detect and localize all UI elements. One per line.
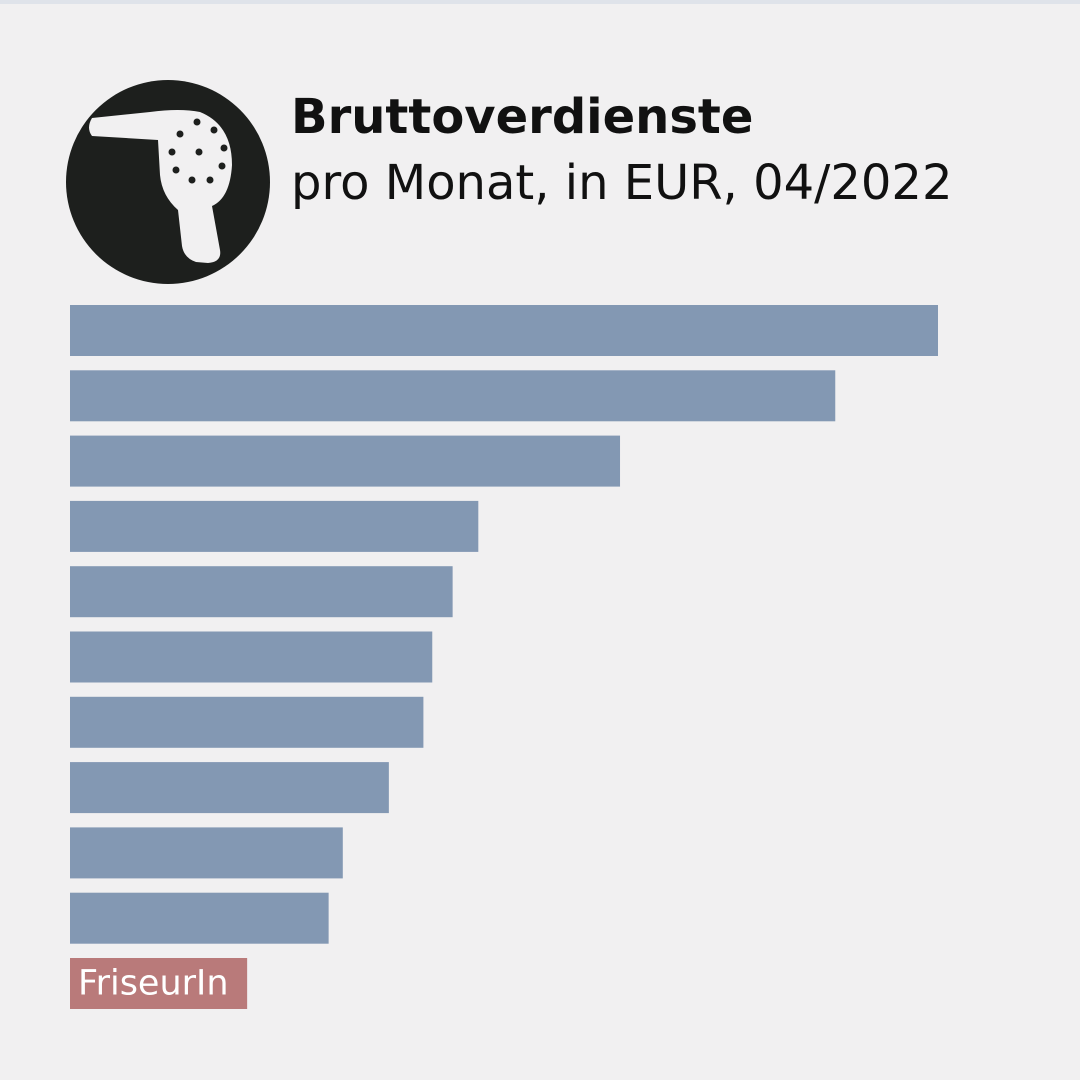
- bar: [70, 827, 343, 879]
- bar: [70, 631, 433, 683]
- bar: [70, 305, 938, 356]
- bar: [70, 696, 424, 748]
- chart-title: Bruttoverdienste: [291, 89, 753, 145]
- chart-subtitle: pro Monat, in EUR, 04/2022: [291, 155, 952, 211]
- bar-label: FriseurIn: [78, 964, 229, 1004]
- bar: [70, 762, 389, 814]
- bar: [70, 370, 836, 422]
- bar: [70, 958, 248, 1009]
- icon: [66, 80, 270, 284]
- bar: [70, 892, 329, 944]
- bar: [70, 435, 621, 487]
- bar: [70, 500, 479, 552]
- bar: [70, 566, 453, 618]
- top-border: [0, 0, 1080, 4]
